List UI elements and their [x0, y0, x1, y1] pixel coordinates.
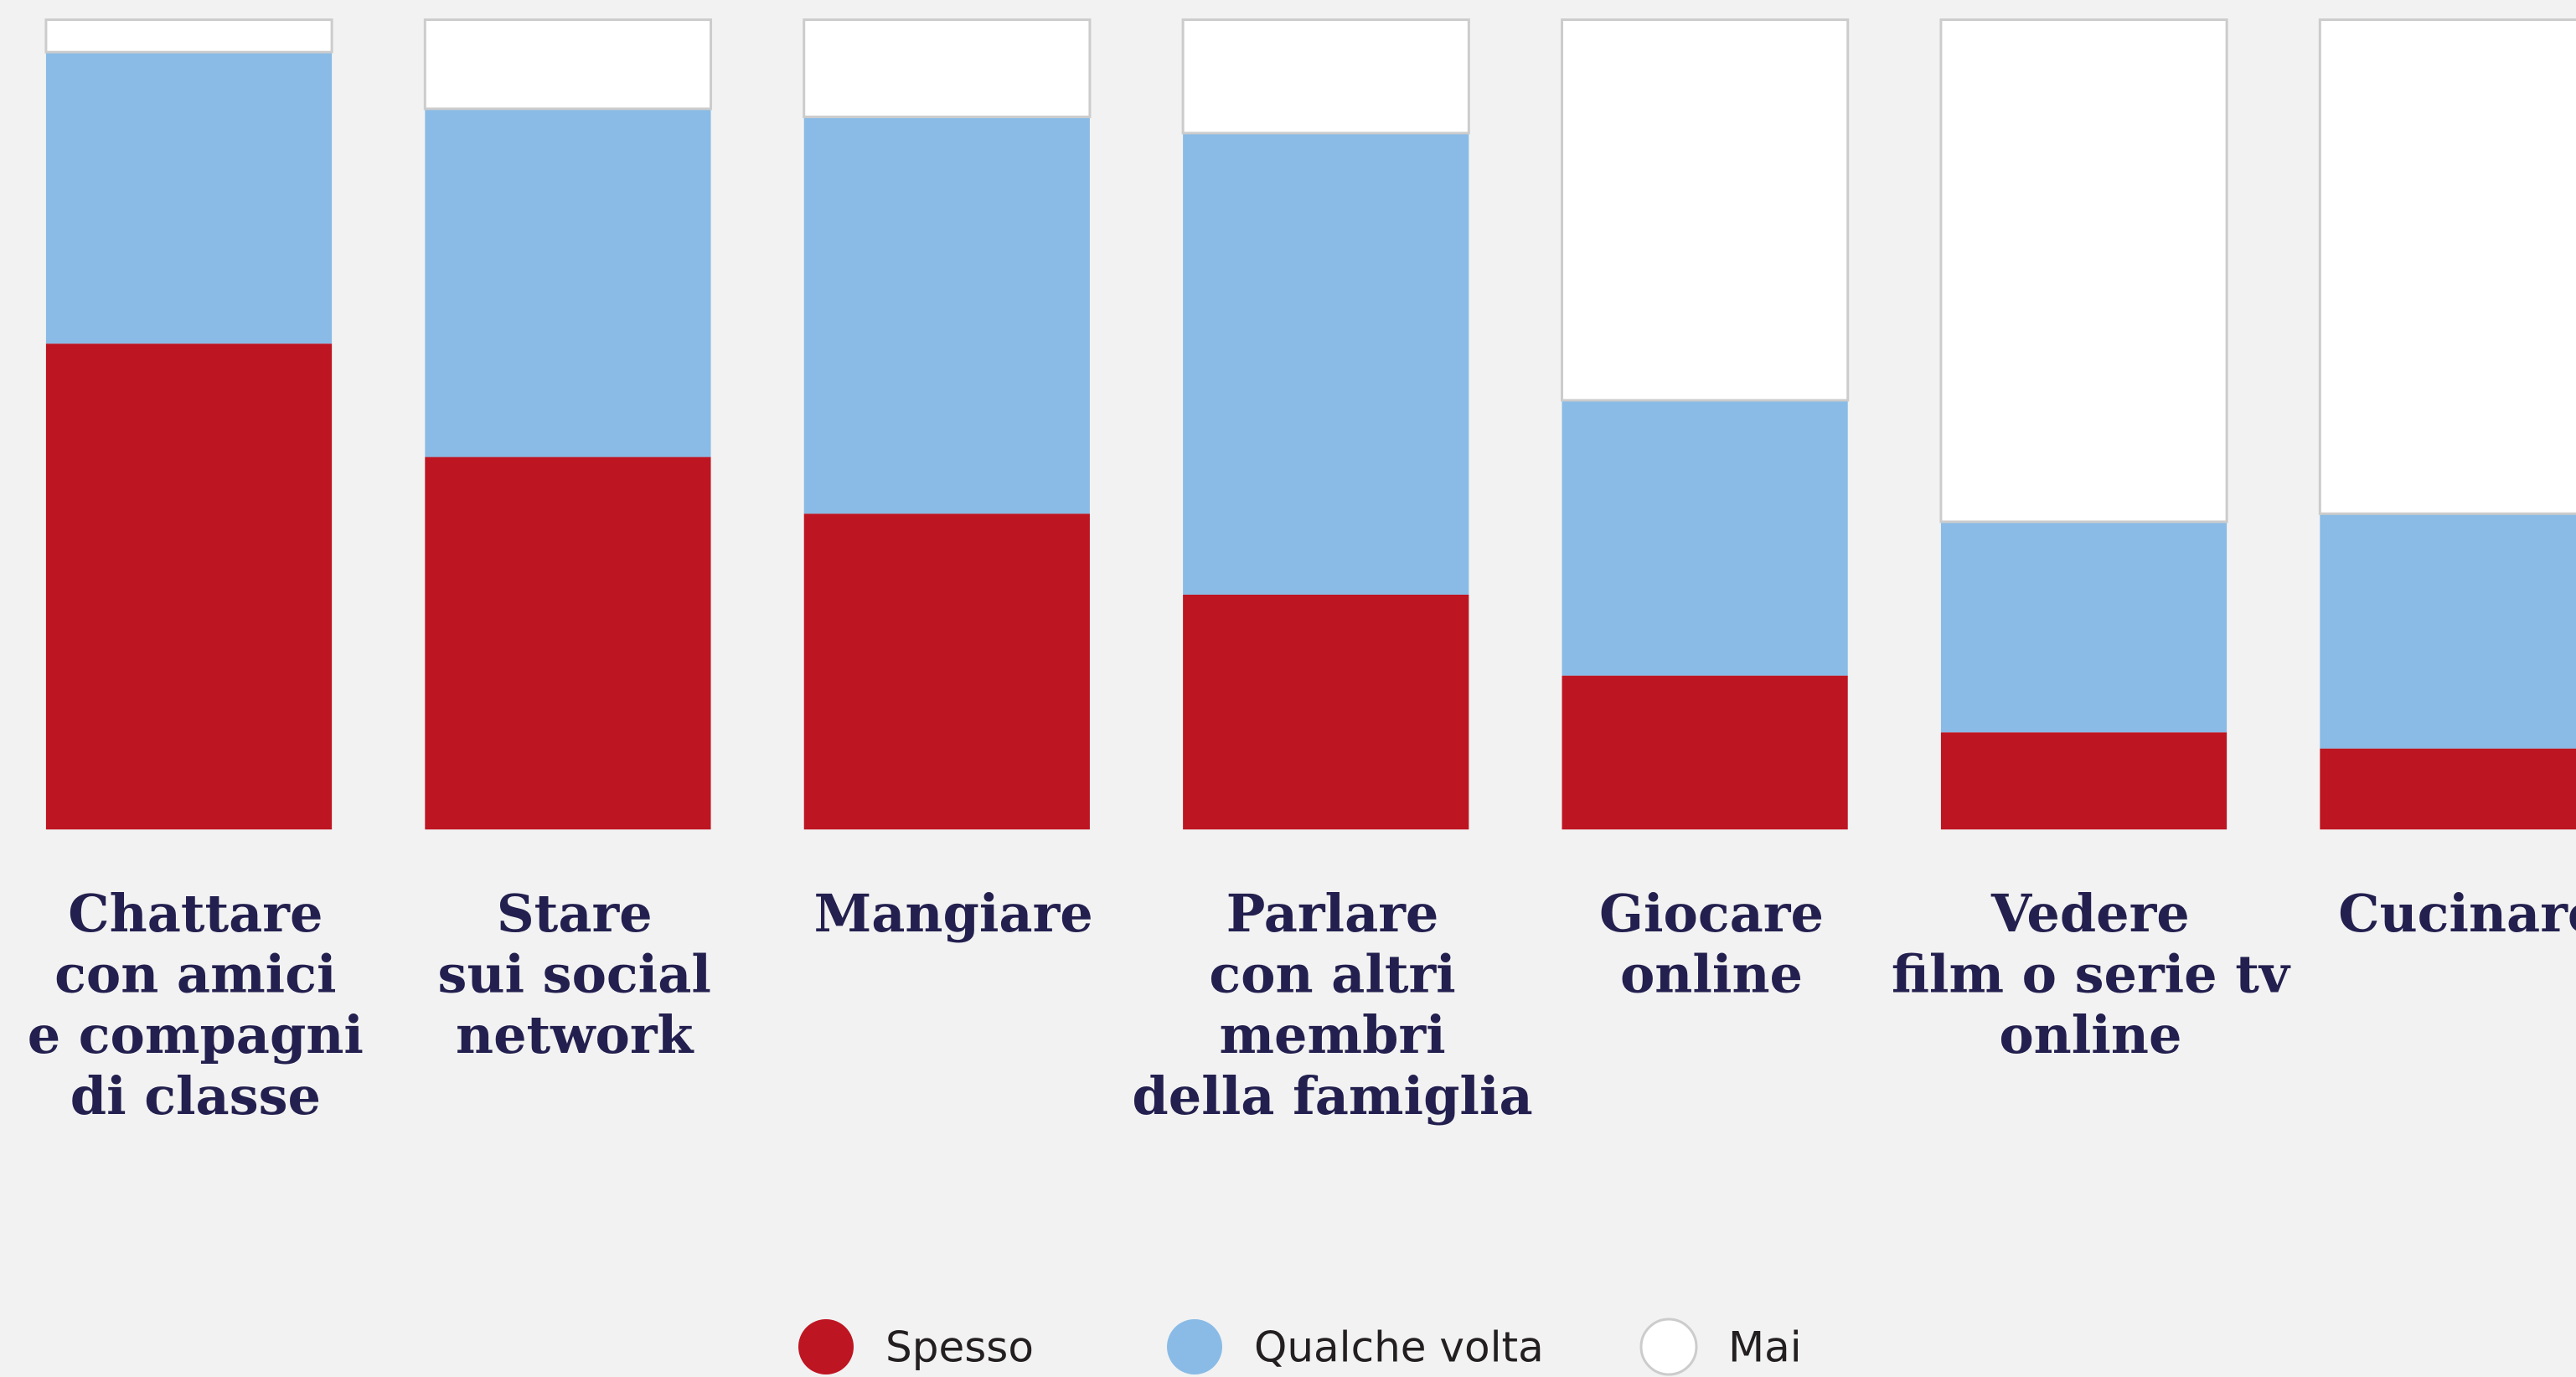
legend-swatch [798, 1319, 854, 1374]
bar-segment [45, 343, 333, 830]
bar-segment [1561, 18, 1850, 402]
x-tick-label: Mangiare [814, 883, 1093, 944]
x-tick-label: Giocare online [1599, 883, 1824, 1005]
bar-segment [425, 108, 711, 457]
bar-segment [44, 18, 333, 54]
x-tick-label: Vedere film o serie tv online [1892, 883, 2291, 1065]
bar-segment [1939, 18, 2228, 523]
bar-segment [1181, 18, 1470, 135]
bar-segment [1940, 732, 2228, 830]
bar-segment [45, 52, 333, 344]
bar-segment [1940, 521, 2228, 733]
bar-segment [1562, 675, 1848, 830]
bar-segment [803, 513, 1090, 830]
bar-segment [423, 18, 713, 111]
legend-swatch [1167, 1319, 1222, 1374]
x-tick-label: Chattare con amici e compagni di classe [28, 883, 364, 1127]
legend-label: Qualche volta [1254, 1323, 1544, 1372]
bar-segment [2318, 18, 2576, 515]
bar-segment [1183, 132, 1469, 595]
bar-segment [1183, 594, 1469, 830]
bar-segment [1562, 400, 1848, 676]
legend-swatch [1639, 1318, 1698, 1376]
x-tick-label: Cucinare [2338, 883, 2576, 944]
bar-segment [803, 116, 1090, 514]
legend-label: Spesso [885, 1323, 1034, 1372]
x-tick-label: Parlare con altri membri della famiglia [1132, 883, 1532, 1127]
bar-segment [425, 456, 711, 830]
bar-segment [2320, 513, 2576, 749]
x-tick-label: Stare sui social network [438, 883, 711, 1065]
bar-segment [2320, 748, 2576, 830]
legend-label: Mai [1728, 1323, 1802, 1372]
bar-segment [803, 18, 1092, 119]
